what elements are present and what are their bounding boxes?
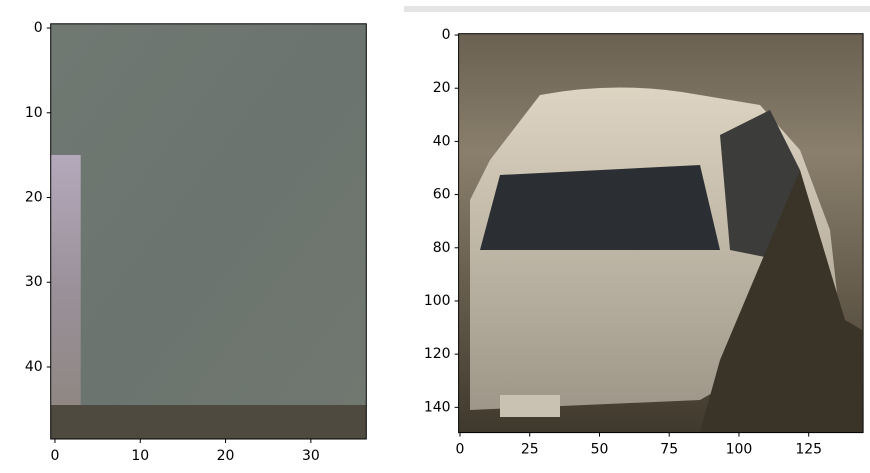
- x-tick-label: 0: [456, 442, 465, 458]
- x-tick-label: 30: [302, 448, 320, 464]
- y-tick-label: 30: [25, 274, 43, 290]
- y-tick-label: 0: [442, 27, 451, 43]
- y-tick-label: 0: [34, 20, 43, 36]
- y-tick-label: 80: [433, 240, 451, 256]
- y-tick-label: 40: [433, 133, 451, 149]
- x-tick-label: 125: [795, 442, 822, 458]
- x-tick-label: 25: [521, 442, 539, 458]
- y-tick-label: 20: [433, 80, 451, 96]
- y-tick-label: 120: [424, 346, 451, 362]
- y-tick-label: 10: [25, 105, 43, 121]
- axes-group: 0 10 20 30 0 10 20 30 40 0 25 50 75 100 125 0 20 40 60 80 10…: [25, 20, 864, 464]
- y-tick-label: 140: [424, 399, 451, 415]
- x-tick-label: 0: [51, 448, 60, 464]
- x-tick-label: 20: [217, 448, 235, 464]
- y-tick-label: 100: [424, 293, 451, 309]
- image-right: [458, 33, 864, 433]
- scrollbar: [404, 6, 870, 12]
- y-tick-label: 20: [25, 190, 43, 206]
- axes-frame: [50, 23, 367, 440]
- image-left: [50, 23, 367, 440]
- y-tick-label: 60: [433, 187, 451, 203]
- x-tick-label: 10: [131, 448, 149, 464]
- y-tick-label: 40: [25, 359, 43, 375]
- x-tick-label: 100: [726, 442, 753, 458]
- axes-frame: [458, 33, 864, 434]
- x-tick-label: 75: [660, 442, 678, 458]
- x-tick-label: 50: [591, 442, 609, 458]
